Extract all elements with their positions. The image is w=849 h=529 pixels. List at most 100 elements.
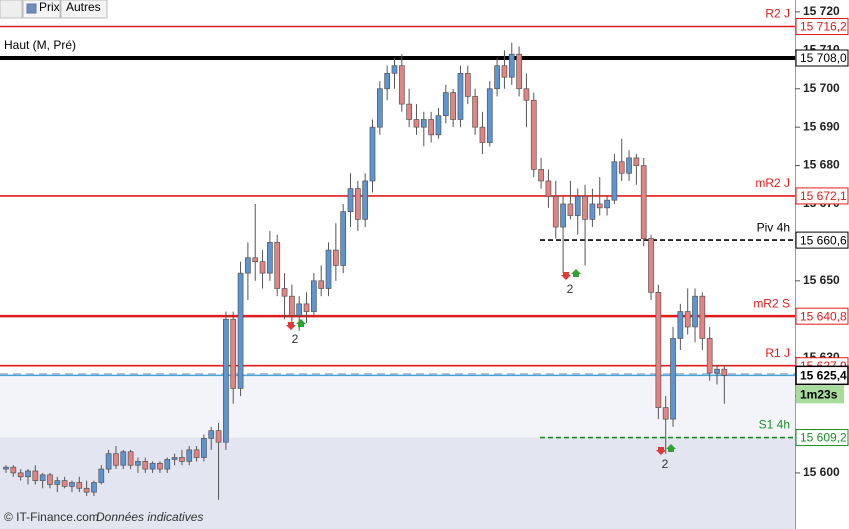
level-value-label: 15 672,1 — [800, 189, 847, 203]
current-price-box — [795, 365, 849, 386]
candle-body — [69, 482, 75, 487]
candle-body — [545, 180, 552, 197]
candle-body — [245, 257, 251, 274]
candle-body — [340, 211, 347, 266]
candle-body — [164, 459, 171, 470]
level-value-box — [795, 231, 849, 249]
candle-body — [589, 203, 596, 220]
candle-body — [472, 96, 478, 128]
level-name: R2 J — [765, 7, 790, 21]
candle-body — [267, 242, 273, 274]
level-value-label: 15 716,2 — [800, 20, 847, 34]
candle-body — [201, 437, 207, 458]
candle-body — [274, 242, 281, 289]
candle-body — [457, 73, 464, 120]
level-value-box — [795, 49, 849, 67]
candle-body — [508, 53, 515, 78]
candle-body — [479, 126, 486, 143]
candle-body — [311, 280, 317, 312]
candle-body — [692, 295, 698, 328]
candle-body — [494, 65, 500, 90]
candle-body — [369, 126, 376, 182]
candle-body — [223, 318, 229, 443]
current-price-label: 15 625,4 — [800, 369, 847, 383]
candle-body — [61, 480, 68, 487]
level-name: R1 J — [765, 346, 790, 360]
candle-body — [662, 407, 669, 420]
candle-body — [237, 272, 244, 389]
candle-body — [626, 157, 632, 174]
signal-arrow-down — [561, 272, 571, 280]
candle-body — [252, 257, 259, 262]
axis-background — [795, 0, 849, 529]
candle-body — [567, 203, 574, 216]
toolbar: Prix Autres — [0, 0, 108, 19]
signal-arrow-up — [296, 319, 306, 327]
toolbar-button[interactable] — [60, 0, 108, 19]
candle-body — [611, 161, 618, 201]
candle-body — [193, 449, 200, 458]
candle-body — [523, 88, 530, 101]
candle-body — [120, 451, 127, 466]
signal-arrow-down — [656, 447, 666, 455]
candle-body — [54, 480, 61, 485]
footer-source: © IT-Finance.com — [4, 510, 99, 524]
candle-body — [17, 472, 24, 478]
candle-body — [76, 482, 83, 489]
candle-body — [413, 119, 420, 128]
level-value-box — [795, 187, 849, 205]
candle-body — [289, 295, 295, 316]
level-value-label: 15 609,2 — [800, 431, 847, 445]
candle-body — [325, 249, 332, 289]
candle-body — [98, 468, 105, 483]
candle-body — [699, 295, 706, 339]
signal-arrow-up — [666, 444, 676, 452]
candle-body — [684, 311, 691, 328]
candle-body — [721, 368, 728, 376]
toolbar-label: Autres — [66, 0, 101, 14]
candle-body — [714, 368, 720, 374]
level-name: S1 4h — [759, 418, 790, 432]
candle-body — [318, 280, 325, 289]
candle-body — [157, 462, 163, 470]
checkbox[interactable] — [26, 3, 37, 14]
timer-label: 1m23s — [800, 388, 838, 402]
y-tick-label: 15 690 — [803, 119, 840, 133]
level-value-box — [795, 429, 849, 447]
candle-body — [552, 195, 559, 228]
candle-body — [677, 311, 684, 339]
level-value-box — [795, 18, 849, 36]
candle-body — [83, 487, 90, 493]
candle-body — [281, 288, 288, 297]
level-name: mR2 J — [755, 176, 790, 190]
candle-body — [296, 303, 303, 316]
candle-body — [347, 188, 354, 213]
candle-body — [47, 474, 53, 485]
toolbar-icon[interactable] — [0, 0, 23, 19]
candle-body — [384, 73, 391, 90]
candle-body — [604, 199, 610, 209]
level-name: Haut (M, Pré) — [4, 38, 76, 52]
candle-body — [259, 261, 266, 274]
candle-body — [179, 457, 185, 462]
candle-body — [376, 88, 383, 128]
candle-body — [420, 119, 427, 128]
candle-body — [362, 180, 369, 220]
level-value-box — [795, 307, 849, 325]
candle-body — [186, 449, 193, 462]
candle-body — [428, 119, 434, 136]
candle-body — [486, 88, 493, 143]
candle-body — [142, 461, 149, 470]
candle-body — [435, 115, 442, 136]
candle-body — [596, 203, 603, 209]
candle-body — [706, 338, 713, 374]
candle-body — [560, 203, 566, 228]
candle-body — [215, 430, 222, 443]
candle-body — [135, 461, 141, 466]
level-value-label: 15 708,0 — [800, 51, 847, 65]
candle-body — [10, 466, 17, 474]
candle-body — [398, 65, 405, 105]
candle-body — [333, 249, 339, 266]
candle-body — [149, 462, 156, 470]
